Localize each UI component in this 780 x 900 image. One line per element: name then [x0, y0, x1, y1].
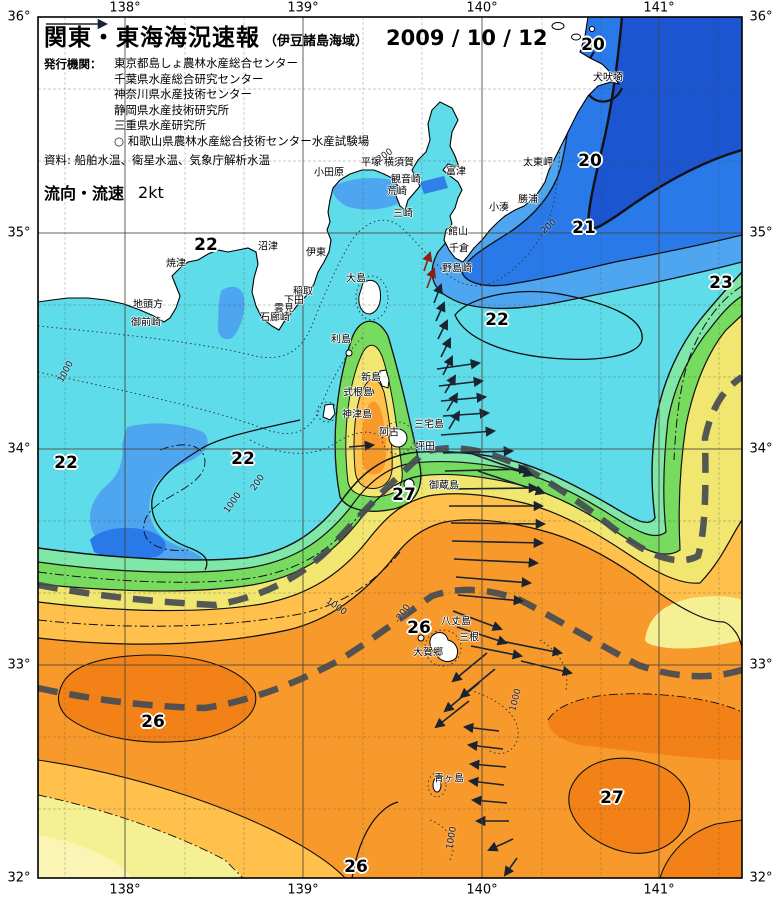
current-vector-arrow — [451, 537, 545, 549]
landmass — [38, 17, 621, 793]
current-vector-arrow — [452, 610, 503, 631]
current-vector-arrow — [442, 408, 491, 419]
sea-temperature-bands — [38, 17, 742, 878]
current-vector-arrow — [438, 376, 485, 388]
map-frame — [37, 16, 743, 879]
graticule-grid — [38, 17, 742, 878]
current-vector-arrow — [440, 426, 497, 437]
current-vector-arrow — [444, 464, 530, 475]
current-vector-arrow — [437, 319, 448, 340]
current-vector-arrow — [442, 355, 453, 376]
depth-contours — [38, 17, 569, 861]
current-vector-arrow — [466, 740, 504, 752]
current-vector-arrow — [467, 776, 505, 788]
current-vector-arrow — [422, 251, 433, 272]
current-vector-arrow — [434, 700, 470, 729]
current-vector-arrow — [457, 594, 525, 606]
current-vector-arrow — [451, 652, 488, 683]
current-arrows — [348, 251, 574, 877]
current-vector-arrow — [446, 482, 540, 494]
current-vector-arrow — [440, 337, 451, 358]
current-vector-arrow — [453, 557, 540, 568]
current-vector-arrow — [455, 576, 533, 588]
current-vector-arrow — [426, 267, 437, 289]
current-vector-arrow — [442, 446, 515, 457]
current-vector-arrow — [446, 392, 459, 412]
current-vector-arrow — [470, 645, 524, 660]
current-vector-arrow — [443, 682, 480, 713]
current-vector-arrow — [470, 795, 508, 806]
current-vector-arrow — [433, 283, 443, 304]
current-vector-arrow — [469, 452, 534, 478]
current-vector-arrow — [477, 470, 546, 496]
current-vector-arrow — [503, 857, 518, 877]
current-vector-arrow — [440, 392, 488, 403]
current-vector-arrow — [468, 759, 507, 770]
current-vector-arrow — [500, 640, 564, 657]
current-vector-arrow — [520, 660, 574, 677]
current-vector-arrow — [450, 518, 547, 530]
current-vector-arrow — [348, 440, 376, 451]
current-vector-arrow — [435, 301, 446, 322]
current-vector-arrow — [436, 359, 482, 370]
current-vector-arrow — [487, 838, 514, 852]
